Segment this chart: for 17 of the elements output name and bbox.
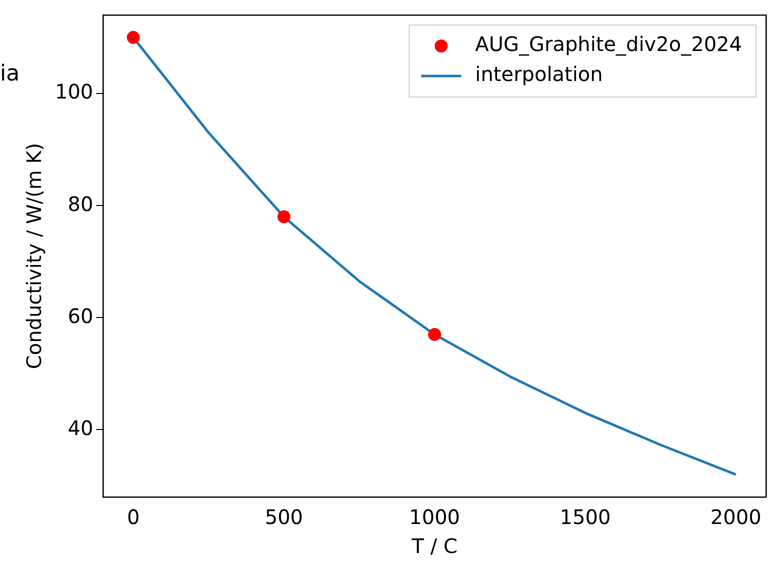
x-tick-label: 500 <box>264 505 304 530</box>
y-tick-label: 80 <box>68 192 94 216</box>
legend-label: AUG_Graphite_div2o_2024 <box>475 32 742 56</box>
y-tick-label: 60 <box>68 304 94 328</box>
text: ia <box>0 62 20 87</box>
point <box>277 210 290 224</box>
x-axis-title: T / C <box>410 534 458 558</box>
point <box>428 328 442 341</box>
x-tick-label: 0 <box>126 505 140 530</box>
y-axis-title: Conductivity / W/(m K) <box>22 142 46 370</box>
legend-label: interpolation <box>475 62 603 86</box>
x-tick-label: 1000 <box>409 505 460 530</box>
point <box>126 30 140 44</box>
x-tick-label: 1500 <box>560 505 611 530</box>
x-tick-label: 2000 <box>710 505 762 530</box>
y-tick-label: 40 <box>68 416 94 440</box>
y-tick-label: 100 <box>54 80 94 104</box>
